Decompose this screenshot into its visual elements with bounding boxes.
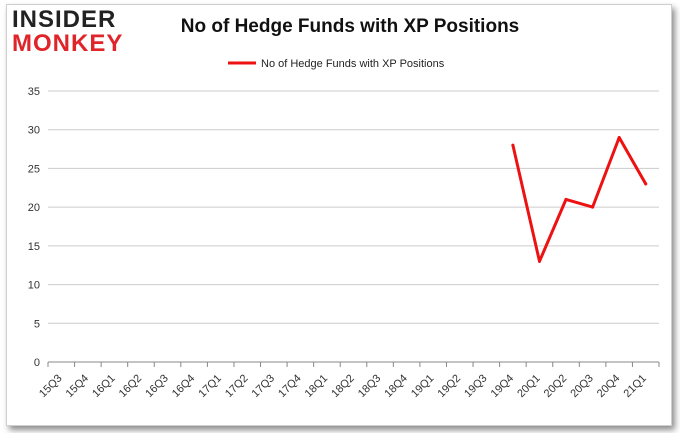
x-tick-label: 19Q3 — [462, 372, 490, 400]
legend-label: No of Hedge Funds with XP Positions — [261, 58, 445, 70]
x-tick-label: 20Q4 — [595, 372, 623, 400]
data-point — [591, 205, 595, 209]
x-tick-label: 16Q3 — [143, 372, 171, 400]
x-tick-label: 20Q1 — [515, 372, 543, 400]
y-tick-label: 35 — [28, 86, 40, 98]
chart-frame — [6, 4, 672, 426]
x-tick-label: 21Q1 — [621, 372, 649, 400]
y-tick-label: 0 — [34, 357, 40, 369]
x-tick-label: 16Q1 — [90, 372, 118, 400]
data-point — [644, 182, 648, 186]
x-tick-label: 17Q4 — [276, 372, 304, 400]
x-tick-label: 19Q1 — [409, 372, 437, 400]
legend: No of Hedge Funds with XP Positions — [228, 58, 445, 70]
x-tick-label: 17Q3 — [250, 372, 278, 400]
x-tick-label: 18Q2 — [329, 372, 357, 400]
data-point — [617, 135, 621, 139]
x-tick-label: 18Q3 — [356, 372, 384, 400]
x-tick-label: 18Q4 — [382, 372, 410, 400]
grid-layer — [48, 90, 659, 363]
logo-line-1: INSIDER — [12, 6, 117, 33]
y-tick-label: 10 — [28, 280, 40, 292]
y-tick-label: 15 — [28, 241, 40, 253]
y-tick-label: 30 — [28, 125, 40, 137]
chart-title: No of Hedge Funds with XP Positions — [180, 16, 520, 37]
logo-line-2: MONKEY — [12, 30, 124, 57]
data-point — [511, 143, 515, 147]
y-tick-label: 5 — [34, 318, 40, 330]
x-tick-label: 19Q2 — [436, 372, 464, 400]
insider-monkey-logo: INSIDER MONKEY — [12, 8, 130, 56]
x-tick-label: 20Q2 — [542, 372, 570, 400]
x-tick-label: 17Q2 — [223, 372, 251, 400]
x-tick-label: 18Q1 — [303, 372, 331, 400]
x-tick-label: 20Q3 — [568, 372, 596, 400]
data-point — [564, 197, 568, 201]
x-tick-label: 17Q1 — [196, 372, 224, 400]
x-tick-label: 16Q2 — [117, 372, 145, 400]
y-tick-label: 20 — [28, 202, 40, 214]
x-tick-label: 15Q4 — [64, 372, 92, 400]
series-layer — [511, 135, 648, 263]
data-point — [537, 259, 541, 263]
x-tick-label: 16Q4 — [170, 372, 198, 400]
x-tick-label: 19Q4 — [489, 372, 517, 400]
x-tick-label: 15Q3 — [37, 372, 65, 400]
y-tick-label: 25 — [28, 163, 40, 175]
series-line-0 — [511, 136, 648, 263]
